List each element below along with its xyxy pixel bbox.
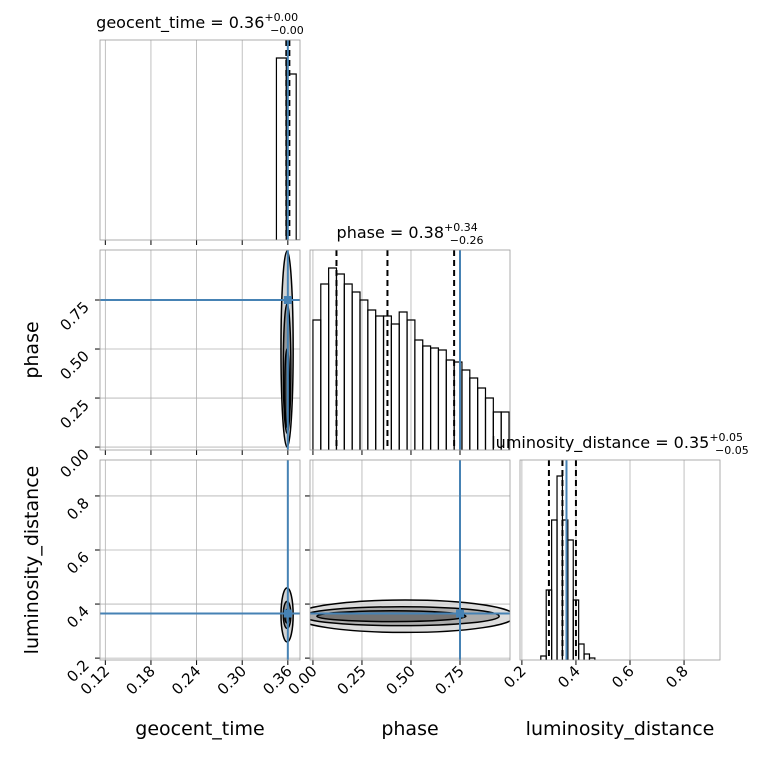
x-axis-label: phase [381, 718, 438, 740]
title-text: luminosity_distance = 0.35 [491, 433, 709, 453]
y-tick-label: 0.4 [63, 602, 93, 632]
title-minus: −0.05 [715, 444, 749, 457]
panel-frame [519, 459, 721, 661]
hist-bin [461, 369, 471, 450]
panel [100, 250, 300, 450]
x-tick-label: 0.75 [431, 662, 467, 698]
x-tick-label: 0.50 [382, 662, 418, 698]
title-plus: +0.05 [709, 431, 743, 444]
hist-bin [390, 323, 400, 450]
hist-bin [343, 283, 353, 450]
y-tick-label: 0.25 [56, 396, 92, 432]
hist-bin [477, 387, 487, 450]
panel [540, 460, 596, 660]
panel-title: phase = 0.38+0.34 −0.26 [337, 221, 484, 247]
panel-frame [309, 459, 511, 661]
panel-title: luminosity_distance = 0.35+0.05 −0.05 [491, 431, 749, 457]
title-plus: +0.00 [264, 11, 298, 24]
x-tick-label: 0.2 [500, 662, 530, 692]
hist-bin [328, 267, 338, 450]
hist-bin [551, 519, 558, 660]
y-tick-label: 0.6 [63, 548, 93, 578]
truth-marker [456, 609, 464, 618]
hist-bin [359, 299, 369, 450]
x-axis-label: luminosity_distance [526, 718, 715, 740]
hist-bin [398, 311, 408, 450]
panel [100, 460, 300, 660]
x-tick-label: 0.00 [284, 662, 320, 698]
y-tick-label: 0.75 [56, 298, 92, 334]
truth-marker [283, 609, 292, 618]
panel [310, 460, 510, 660]
hist-bin [414, 339, 424, 450]
y-tick-label: 0.50 [56, 347, 92, 383]
hist-bin [445, 359, 455, 450]
panel [275, 40, 300, 240]
hist-bin [578, 643, 585, 660]
hist-bin [335, 273, 345, 450]
y-axis-label: luminosity_distance [21, 466, 43, 655]
truth-marker [283, 296, 292, 304]
panel-frame [99, 39, 301, 241]
hist-bin [351, 291, 361, 450]
hist-bin [275, 57, 287, 240]
hist-bin [285, 73, 297, 240]
hist-bin [320, 283, 330, 450]
x-tick-label: 0.25 [333, 662, 369, 698]
x-tick-label: 0.24 [168, 662, 204, 698]
hist-bin [429, 347, 440, 450]
hist-bin [437, 349, 447, 450]
x-tick-label: 0.30 [214, 662, 250, 698]
hist-bin [375, 315, 385, 450]
hist-bin [588, 657, 596, 660]
x-tick-label: 0.8 [662, 662, 692, 692]
hist-bin [422, 345, 432, 450]
x-axis-label: geocent_time [135, 718, 264, 740]
y-tick-label: 0.00 [56, 445, 92, 481]
hist-bin [500, 411, 510, 450]
hist-bin [367, 309, 377, 450]
hist-bin [469, 377, 479, 450]
title-minus: −0.00 [270, 24, 304, 37]
y-axis-label: phase [21, 321, 43, 378]
panel-frame [99, 249, 301, 451]
panel [312, 250, 510, 450]
x-tick-label: 0.4 [554, 662, 584, 692]
panel-frame [99, 459, 301, 661]
title-text: phase = 0.38 [337, 223, 444, 242]
title-text: geocent_time = 0.36 [96, 13, 264, 33]
y-tick-label: 0.8 [63, 494, 93, 524]
panel-title: geocent_time = 0.36+0.00 −0.00 [96, 11, 304, 37]
x-tick-label: 0.18 [122, 662, 158, 698]
hist-bin [583, 653, 591, 660]
x-tick-label: 0.6 [608, 662, 638, 692]
hist-bin [540, 655, 547, 660]
panel-frame [309, 249, 511, 451]
density-contour [316, 610, 467, 623]
hist-bin [567, 539, 574, 660]
title-minus: −0.26 [450, 234, 484, 247]
hist-bin [312, 319, 322, 450]
title-plus: +0.34 [444, 221, 478, 234]
